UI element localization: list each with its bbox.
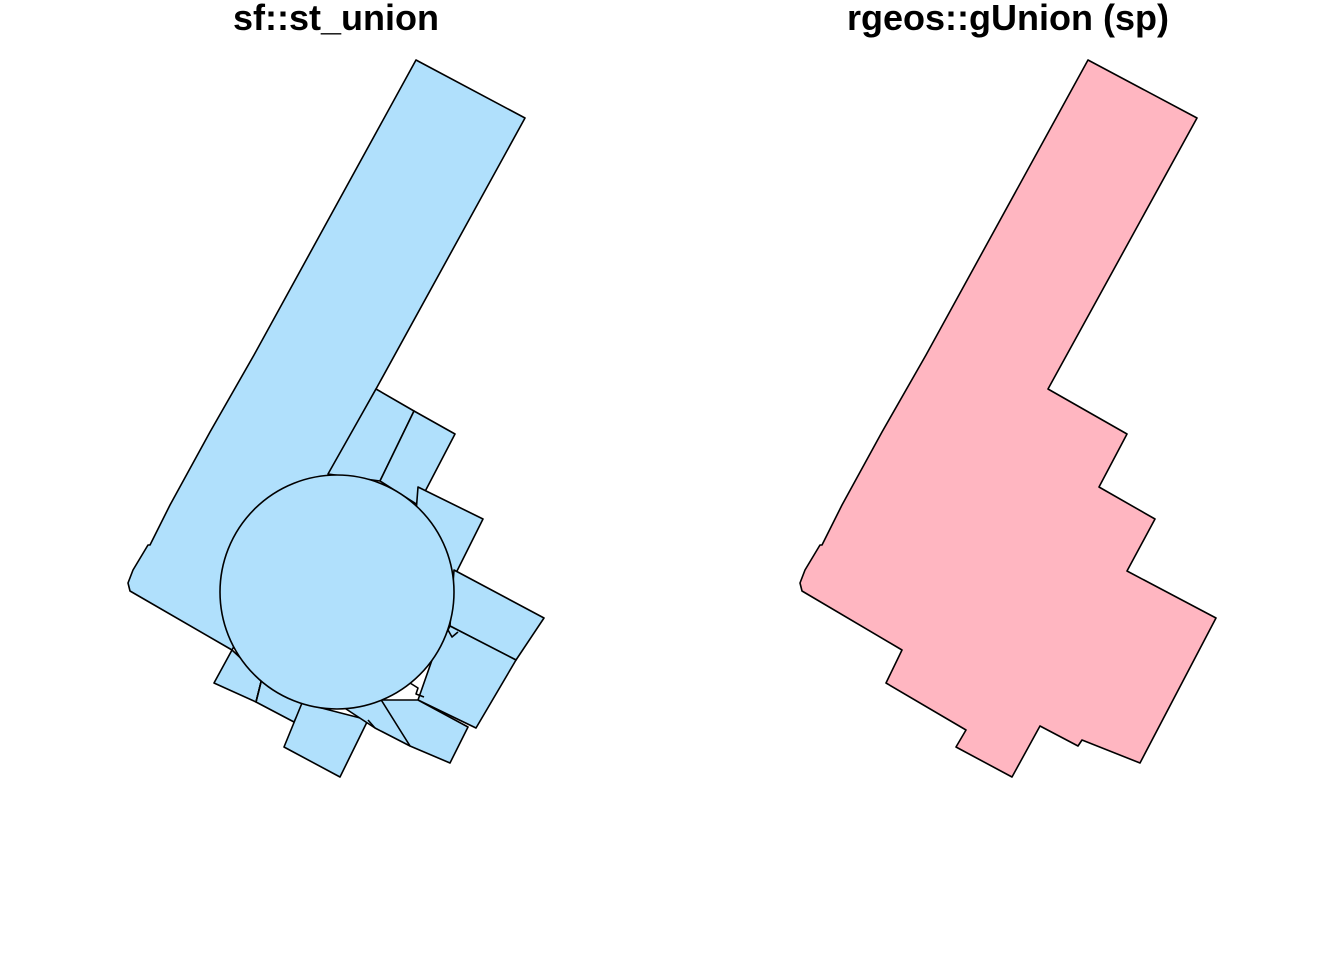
sf-parcel-6-polygon bbox=[379, 699, 469, 764]
rgeos-dissolved-polygon bbox=[799, 59, 1217, 778]
sf-parcel-9-polygon bbox=[283, 702, 369, 778]
panel-title-sf-st-union: sf::st_union bbox=[233, 0, 439, 38]
rgeos-union-map bbox=[799, 59, 1217, 778]
sf-division-line-2 bbox=[367, 719, 376, 729]
sf-union-map bbox=[127, 59, 545, 778]
sf-circle-polygon bbox=[219, 474, 455, 710]
sf-notch-line-2 bbox=[447, 629, 459, 638]
sf-notch-line-1 bbox=[409, 682, 425, 698]
panel-title-rgeos-gunion: rgeos::gUnion (sp) bbox=[847, 0, 1169, 38]
